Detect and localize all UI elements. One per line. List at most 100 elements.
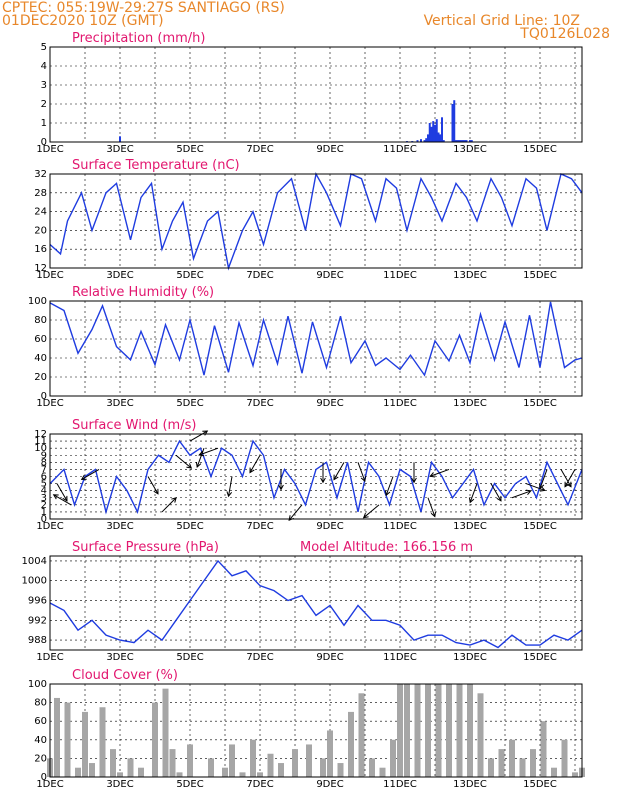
- precip-bar: [451, 104, 454, 142]
- wind-arrow-head: [226, 491, 233, 498]
- y-tick-label: 988: [28, 635, 47, 646]
- panel-title: Surface Pressure (hPa): [72, 540, 219, 555]
- x-tick-label: 13DEC: [453, 779, 487, 790]
- wind-arrow: [525, 483, 545, 491]
- wind-arrow-head: [384, 490, 391, 497]
- x-tick-label: 3DEC: [106, 398, 133, 409]
- precip-bar: [465, 140, 468, 142]
- wind-arrow-head: [171, 497, 177, 503]
- y-tick-label: 80: [34, 698, 47, 709]
- wind-arrow-head: [429, 472, 436, 478]
- x-tick-label: 9DEC: [316, 779, 343, 790]
- cloud-bar: [162, 688, 169, 777]
- y-tick-label: 12: [34, 429, 47, 440]
- cloud-bar: [250, 739, 256, 777]
- y-tick-label: 11: [34, 436, 47, 447]
- y-tick-label: 4: [41, 61, 47, 72]
- x-tick-label: 9DEC: [316, 521, 343, 532]
- y-tick-label: 24: [34, 207, 47, 218]
- y-tick-label: 1: [41, 507, 47, 518]
- x-tick-label: 1DEC: [36, 144, 63, 155]
- wind-arrow-head: [539, 486, 546, 492]
- wind-arrow-head: [80, 474, 87, 480]
- x-tick-label: 7DEC: [246, 779, 273, 790]
- wind-arrow-head: [278, 484, 284, 491]
- y-tick-label: 100: [28, 296, 47, 307]
- y-tick-label: 100: [28, 679, 47, 690]
- wind-arrow-head: [186, 463, 193, 469]
- precip-bar: [458, 140, 461, 142]
- y-tick-label: 1004: [22, 556, 47, 567]
- header-date: 01DEC2020 10Z (GMT): [2, 13, 164, 29]
- wind-arrow: [385, 476, 394, 496]
- cloud-bar: [369, 758, 375, 777]
- wind-arrow-head: [333, 474, 339, 481]
- y-tick-label: 8: [41, 457, 47, 468]
- x-tick-label: 13DEC: [453, 398, 487, 409]
- cloud-bar: [551, 767, 557, 777]
- x-tick-label: 5DEC: [176, 144, 203, 155]
- cloud-bar: [176, 772, 183, 777]
- y-tick-label: 7: [41, 464, 47, 475]
- x-tick-label: 15DEC: [523, 270, 557, 281]
- panel-frame: [49, 173, 583, 269]
- y-tick-label: 40: [34, 353, 47, 364]
- precip-bar: [432, 121, 435, 142]
- wind-arrow: [199, 447, 219, 456]
- panel-6: 0 20 40 60 80 100 1DEC 3DEC 5DEC 7DEC 9DEC 11DEC 13D…: [28, 668, 585, 790]
- precip-bar: [119, 136, 121, 142]
- x-tick-label: 3DEC: [106, 270, 133, 281]
- cloud-bar: [540, 721, 547, 777]
- y-tick-label: 5: [41, 479, 47, 490]
- x-tick-label: 5DEC: [176, 270, 203, 281]
- wind-arrow: [81, 468, 100, 480]
- y-tick-label: 0: [41, 137, 47, 148]
- panel-frame: [49, 433, 583, 520]
- x-tick-label: 13DEC: [453, 521, 487, 532]
- y-tick-label: 2: [41, 500, 47, 511]
- y-tick-label: 6: [41, 472, 47, 483]
- cloud-bar: [320, 758, 326, 777]
- wind-arrow: [53, 494, 72, 506]
- y-tick-label: 20: [34, 372, 47, 383]
- x-tick-label: 5DEC: [176, 652, 203, 663]
- precip-bar: [428, 123, 431, 142]
- panel-frame: [49, 300, 583, 397]
- wind-arrow: [56, 483, 68, 502]
- cloud-bar: [414, 684, 421, 777]
- x-tick-label: 13DEC: [453, 652, 487, 663]
- cloud-bar: [138, 767, 144, 777]
- x-tick-label: 15DEC: [523, 398, 557, 409]
- cloud-bar: [267, 753, 274, 777]
- wind-arrow: [147, 476, 159, 495]
- series-line: [49, 439, 583, 515]
- model-altitude: Model Altitude: 166.156 m: [300, 540, 473, 555]
- cloud-bar: [187, 744, 193, 777]
- wind-arrow-head: [430, 511, 437, 518]
- wind-arrow: [539, 469, 548, 489]
- wind-arrow: [564, 469, 576, 487]
- y-tick-label: 20: [34, 225, 47, 236]
- cloud-bar: [435, 684, 442, 777]
- x-tick-label: 5DEC: [176, 398, 203, 409]
- wind-arrow-head: [153, 488, 159, 495]
- panel-title: Cloud Cover (%): [72, 668, 178, 683]
- cloud-bar: [152, 702, 158, 777]
- precip-bar: [455, 140, 457, 142]
- x-tick-label: 7DEC: [246, 398, 273, 409]
- wind-arrow-head: [468, 497, 475, 504]
- panel-frame: [49, 683, 583, 778]
- x-tick-label: 7DEC: [246, 270, 273, 281]
- series-line: [49, 301, 583, 377]
- x-tick-label: 5DEC: [176, 521, 203, 532]
- x-tick-label: 3DEC: [106, 144, 133, 155]
- x-tick-label: 3DEC: [106, 521, 133, 532]
- header-grid-note: Vertical Grid Line: 10Z: [424, 13, 580, 29]
- precip-bar: [420, 139, 422, 142]
- wind-arrow: [560, 469, 572, 487]
- panel-3: 0 20 40 60 80 100 1DEC 3DEC 5DEC 7DEC 9DEC 11DEC 13D…: [28, 285, 583, 409]
- panel-title: Relative Humidity (%): [72, 285, 214, 300]
- x-tick-label: 9DEC: [316, 652, 343, 663]
